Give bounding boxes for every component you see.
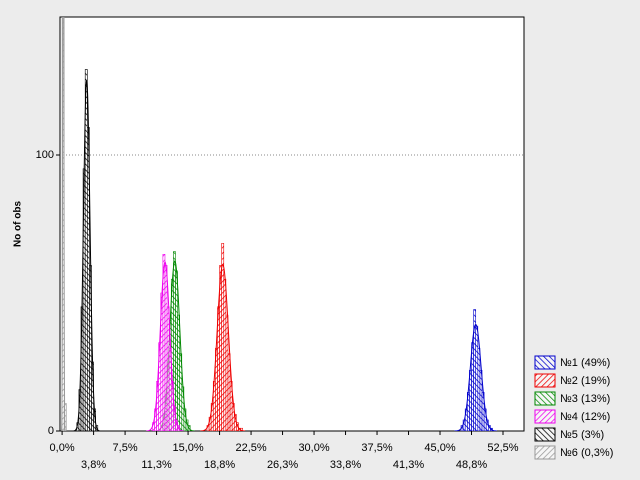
histogram-bar (175, 270, 178, 431)
y-axis-label: No of obs (13, 201, 24, 248)
legend-swatch (534, 409, 556, 424)
histogram-bar (475, 325, 479, 431)
histogram-bar (227, 353, 231, 431)
x-tick-label: 22,5% (235, 442, 266, 454)
histogram-bar (63, 403, 67, 431)
legend-swatch (534, 445, 556, 460)
legend-label: №2 (19%) (560, 375, 610, 387)
legend-swatch (534, 391, 556, 406)
x-tick-label: 11,3% (141, 459, 172, 471)
fit-curve (146, 261, 184, 431)
x-tick-label: 3,8% (81, 459, 106, 471)
legend-label: №6 (0,3%) (560, 447, 613, 459)
histogram-bar (471, 342, 474, 431)
plot-layer (60, 17, 497, 431)
x-tick-label: 52,5% (487, 442, 518, 454)
y-tick-label: 0 (48, 425, 54, 437)
histogram-bar (166, 306, 170, 431)
x-tick-label: 15,0% (172, 442, 203, 454)
legend-label: №5 (3%) (560, 429, 604, 441)
legend-label: №1 (49%) (560, 357, 610, 369)
legend-label: №3 (13%) (560, 393, 610, 405)
x-tick-label: 41,3% (393, 459, 424, 471)
fit-curve (454, 323, 497, 431)
histogram-bar (221, 243, 225, 431)
x-tick-label: 7,5% (113, 442, 138, 454)
legend-swatch (534, 427, 556, 442)
histogram-bar (223, 278, 227, 431)
legend-swatch (534, 373, 556, 388)
plot-area (59, 16, 525, 432)
histogram-bar (225, 314, 229, 431)
fit-curve (200, 263, 246, 431)
histogram-bar (477, 347, 481, 431)
legend-label: №4 (12%) (560, 411, 610, 423)
histogram-bar (164, 265, 168, 431)
x-tick-label: 48,8% (456, 459, 487, 471)
x-tick-label: 45,0% (424, 442, 455, 454)
legend-swatch (534, 355, 556, 370)
x-tick-label: 0,0% (50, 442, 75, 454)
x-tick-label: 30,0% (298, 442, 329, 454)
x-tick-label: 18,8% (204, 459, 235, 471)
x-tick-label: 33,8% (330, 459, 361, 471)
fit-curve (73, 80, 100, 431)
x-tick-label: 37,5% (361, 442, 392, 454)
y-tick-label: 100 (36, 149, 54, 161)
histogram-bar (177, 314, 180, 431)
x-tick-label: 26,3% (267, 459, 298, 471)
fit-curve (60, 17, 66, 431)
